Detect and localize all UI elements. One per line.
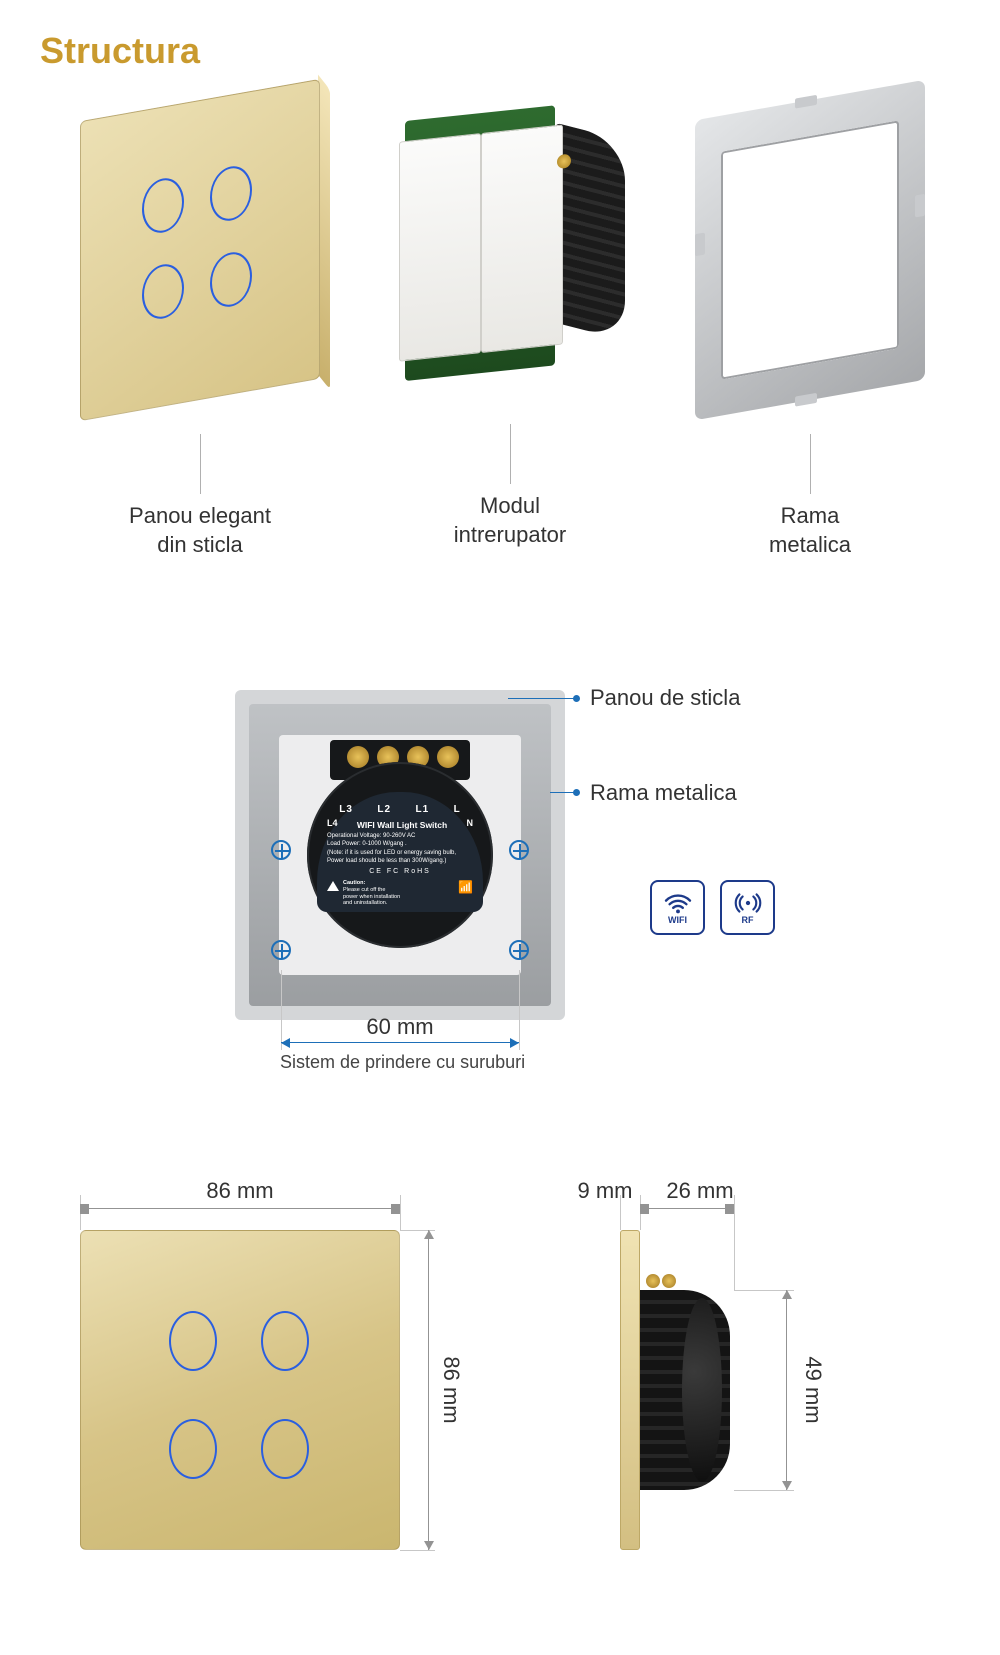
caption: Modul intrerupator — [360, 492, 660, 549]
wifi-badge: WIFI — [650, 880, 705, 935]
badge-label: WIFI — [668, 915, 687, 925]
module-3d — [395, 88, 625, 402]
callout-line — [508, 698, 578, 699]
touch-ring-icon — [261, 1419, 309, 1479]
rf-badge: RF — [720, 880, 775, 935]
screw-hole-icon — [271, 940, 291, 960]
glass-panel-front — [80, 1230, 400, 1550]
section-rear: L3 L2 L1 L L4 WIFI Wall Light Switch N O… — [0, 680, 1000, 1120]
screw-hole-icon — [271, 840, 291, 860]
caution-heading: Caution: — [343, 880, 365, 886]
caption-line: din sticla — [157, 532, 243, 557]
dimension-label: 86 mm — [206, 1178, 273, 1204]
dimension-line — [281, 1042, 519, 1043]
caption-line: intrerupator — [454, 522, 567, 547]
touch-ring-icon — [261, 1311, 309, 1371]
module-title: WIFI Wall Light Switch — [338, 820, 467, 830]
caution-line: and uninstallation. — [343, 900, 387, 906]
callout-line — [550, 792, 578, 793]
warning-icon — [327, 881, 339, 891]
terminal-label: L2 — [377, 804, 391, 816]
connector-line — [200, 434, 201, 494]
spec-line: Load Power: 0-1000 W/gang . — [327, 841, 473, 848]
dim-tick — [400, 1550, 435, 1551]
dimension-label: 49 mm — [800, 1356, 826, 1423]
page-title: Structura — [40, 30, 200, 72]
connector-line — [810, 434, 811, 494]
connector-line — [510, 424, 511, 484]
dimension-label: 26 mm — [666, 1178, 733, 1204]
touch-ring-icon — [169, 1311, 217, 1371]
component-module: Modul intrerupator — [360, 100, 660, 549]
component-glass-panel: Panou elegant din sticla — [50, 100, 350, 559]
caution-line: Please cut off the — [343, 887, 385, 893]
dimension-line — [640, 1208, 734, 1209]
terminal-label: N — [467, 818, 474, 832]
caption-line: metalica — [769, 532, 851, 557]
spec-line: (Note: if it is used for LED or energy s… — [327, 850, 473, 857]
terminal-label: L1 — [416, 804, 430, 816]
section-exploded: Panou elegant din sticla Modul intrerupa… — [0, 100, 1000, 660]
section-dimensions: 86 mm 86 mm 9 mm 26 mm 49 mm — [0, 1150, 1000, 1650]
component-frame: Rama metalica — [660, 100, 960, 559]
dim-tick — [519, 970, 520, 1050]
screw-hole-icon — [509, 840, 529, 860]
side-view — [620, 1230, 760, 1550]
wifi-icon — [663, 891, 693, 915]
callout-text: Rama metalica — [590, 780, 737, 806]
dimension-line — [428, 1230, 429, 1550]
caution-line: power when installation — [343, 894, 400, 900]
dimension-label: 86 mm — [438, 1356, 464, 1423]
dimension-label: 60 mm — [366, 1014, 433, 1040]
module-spec-label: L3 L2 L1 L L4 WIFI Wall Light Switch N O… — [317, 792, 483, 912]
spec-line: Operational Voltage: 90-260V AC — [327, 833, 473, 840]
dimension-label: 9 mm — [578, 1178, 633, 1204]
terminal-label: L4 — [327, 818, 338, 832]
metal-frame-3d — [695, 80, 925, 421]
dim-tick — [734, 1490, 794, 1491]
terminal-label: L — [454, 804, 461, 816]
dim-tick — [734, 1195, 735, 1290]
terminal-label: L3 — [339, 804, 353, 816]
caption-line: Panou elegant — [129, 503, 271, 528]
caption-line: Rama — [781, 503, 840, 528]
caption: Panou elegant din sticla — [50, 502, 350, 559]
touch-ring-icon — [169, 1419, 217, 1479]
glass-panel-3d — [80, 79, 320, 421]
caption: Rama metalica — [660, 502, 960, 559]
rear-view: L3 L2 L1 L L4 WIFI Wall Light Switch N O… — [235, 690, 565, 1020]
sub-caption: Sistem de prindere cu suruburi — [280, 1052, 525, 1073]
dim-tick — [400, 1195, 401, 1230]
spec-line: Power load should be less than 300W/gang… — [327, 858, 473, 865]
dimension-line — [786, 1290, 787, 1490]
caption-line: Modul — [480, 493, 540, 518]
dimension-line — [80, 1208, 400, 1209]
screw-hole-icon — [509, 940, 529, 960]
rf-icon — [733, 891, 763, 915]
cert-line: CE FC RoHS — [327, 868, 473, 876]
callout-text: Panou de sticla — [590, 685, 740, 711]
badge-label: RF — [742, 915, 754, 925]
